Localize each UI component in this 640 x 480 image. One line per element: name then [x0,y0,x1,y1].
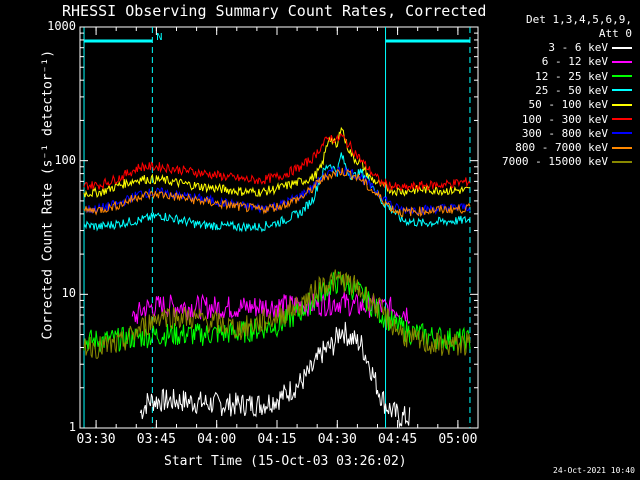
legend-item: 300 - 800 keV [522,127,632,140]
y-tick-label: 1 [68,420,76,434]
y-tick-label: 100 [54,152,76,167]
legend-header-line2: Att 0 [598,27,632,40]
series-line-3 [83,152,471,233]
legend-swatch [612,132,632,135]
legend-label: 12 - 25 keV [535,69,608,83]
series-line-7 [83,167,471,218]
legend-header-line1: Det 1,3,4,5,6,9, [526,13,632,26]
legend-label: 300 - 800 keV [521,126,608,140]
legend-swatch [612,46,632,49]
chart-title: RHESSI Observing Summary Count Rates, Co… [62,2,487,20]
x-tick-label: 05:00 [438,432,478,447]
legend-label: 50 - 100 keV [528,98,608,112]
legend-swatch [612,146,632,149]
series-line-0 [139,321,411,429]
legend-label: 100 - 300 keV [521,112,608,126]
x-tick-label: 04:15 [257,432,297,447]
y-ticks [80,26,478,429]
series-line-8 [83,269,471,360]
legend-item: 25 - 50 keV [535,84,632,97]
legend-swatch [612,160,632,163]
x-axis-label: Start Time (15-Oct-03 03:26:02) [164,454,407,469]
x-tick-label: 03:30 [76,432,116,447]
legend-label: 6 - 12 keV [541,55,608,69]
legend-label: 7000 - 15000 keV [502,155,608,169]
legend-item: 7000 - 15000 keV [502,155,632,168]
y-tick-label: 10 [61,286,76,301]
legend-item: 12 - 25 keV [535,70,632,83]
legend-swatch [612,89,632,92]
legend-item: 100 - 300 keV [522,113,632,126]
x-tick-label: 04:45 [378,432,418,447]
footer-timestamp: 24-Oct-2021 10:40 [553,466,635,475]
night-flag-label: N [156,32,163,43]
plot-frame [79,26,479,429]
series-line-1 [131,291,411,325]
series-line-5 [83,133,471,192]
legend-item: 6 - 12 keV [542,55,632,68]
legend-item: 800 - 7000 keV [515,141,632,154]
series-line-4 [83,126,470,199]
y-tick-label: 1000 [47,19,76,33]
legend-label: 25 - 50 keV [535,83,608,97]
legend-swatch [612,60,632,63]
x-tick-label: 04:30 [317,432,357,447]
series-line-2 [83,271,471,353]
legend-item: 3 - 6 keV [548,41,632,54]
legend-swatch [612,103,632,106]
x-tick-label: 04:00 [197,432,237,447]
legend-item: 50 - 100 keV [529,98,632,111]
series-lines [83,126,471,429]
legend-label: 3 - 6 keV [548,41,608,54]
legend-label: 800 - 7000 keV [515,141,608,155]
legend-swatch [612,118,632,120]
x-ticks [95,27,479,428]
legend-swatch [612,75,632,78]
night-intervals [83,27,471,428]
x-tick-label: 03:45 [136,432,176,447]
